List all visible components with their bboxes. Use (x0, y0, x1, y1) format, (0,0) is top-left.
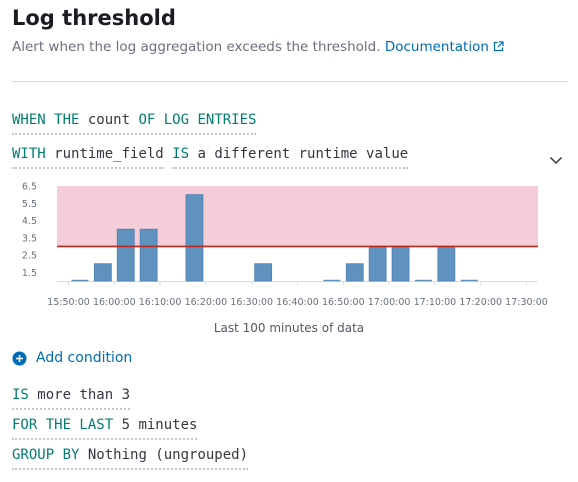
chart-bar (368, 246, 387, 282)
x-tick-label: 17:30:00 (505, 297, 548, 308)
time-window-value: 5 minutes (121, 417, 198, 433)
chevron-down-icon[interactable] (549, 150, 563, 169)
group-by-value: Nothing (ungrouped) (87, 447, 249, 463)
x-tick-label: 16:40:00 (276, 297, 319, 308)
x-tick-label: 16:30:00 (230, 297, 273, 308)
is-keyword: IS (12, 387, 29, 403)
add-condition-label: Add condition (36, 350, 133, 366)
x-tick-label: 16:50:00 (322, 297, 365, 308)
documentation-link[interactable]: Documentation (385, 39, 504, 55)
popout-icon (493, 39, 504, 57)
chart-bar (116, 228, 135, 282)
criterion-value: a different runtime value (197, 146, 409, 162)
group-by-keyword: GROUP BY (12, 447, 80, 463)
operator-keyword: IS (172, 146, 190, 162)
time-window-selector[interactable]: FOR THE LAST 5 minutes (12, 416, 198, 440)
y-tick-label: 2.5 (22, 251, 37, 262)
y-tick-label: 4.5 (22, 216, 37, 227)
documentation-link-label: Documentation (384, 39, 489, 55)
group-by-selector[interactable]: GROUP BY Nothing (ungrouped) (12, 446, 249, 470)
group-by-expression[interactable]: GROUP BY Nothing (ungrouped) (12, 446, 249, 470)
chart-bar (437, 246, 456, 282)
log-count-chart: 6.5 5.5 4.5 3.5 2.5 1.5 15:50:00 16:00:00 16:10:… (22, 182, 548, 309)
divider (12, 81, 568, 82)
chart-bar (93, 263, 112, 282)
y-tick-label: 5.5 (22, 199, 37, 210)
aggregation-value: count (87, 112, 131, 128)
chart-bar (345, 263, 364, 282)
threshold-selector[interactable]: IS more than 3 (12, 386, 131, 410)
when-expression[interactable]: WHEN THE count OF LOG ENTRIES (12, 111, 257, 135)
with-expression[interactable]: WITH runtime_field IS a different runtim… (12, 145, 409, 169)
plus-in-circle-icon (12, 351, 27, 365)
chart-bar (254, 263, 273, 282)
y-tick-label: 6.5 (22, 182, 37, 193)
aggregation-selector[interactable]: WHEN THE count OF LOG ENTRIES (12, 111, 257, 135)
x-tick-label: 17:10:00 (414, 297, 457, 308)
field-selector[interactable]: WITH runtime_field (12, 145, 164, 169)
time-expression[interactable]: FOR THE LAST 5 minutes (12, 416, 198, 440)
y-tick-label: 3.5 (22, 233, 37, 244)
comparator-expression[interactable]: IS more than 3 (12, 386, 131, 410)
with-keyword: WITH (12, 146, 46, 162)
x-tick-label: 16:00:00 (93, 297, 136, 308)
x-tick-label: 17:00:00 (368, 297, 411, 308)
when-keyword: WHEN THE (12, 112, 80, 128)
x-tick-label: 17:20:00 (459, 297, 502, 308)
for-the-last-keyword: FOR THE LAST (12, 417, 114, 433)
chart-bar (139, 228, 158, 282)
chart-bar (185, 194, 204, 282)
threshold-value: more than 3 (37, 387, 131, 403)
add-condition-button[interactable]: Add condition (12, 349, 132, 367)
chart-bar (391, 246, 410, 282)
x-tick-label: 16:10:00 (139, 297, 182, 308)
x-tick-label: 15:50:00 (47, 297, 90, 308)
criterion-selector[interactable]: IS a different runtime value (172, 145, 409, 169)
description-text: Alert when the log aggregation exceeds t… (12, 39, 381, 55)
page-description: Alert when the log aggregation exceeds t… (12, 38, 504, 57)
x-tick-label: 16:20:00 (185, 297, 228, 308)
threshold-area (57, 186, 538, 247)
of-log-entries-keyword: OF LOG ENTRIES (138, 112, 257, 128)
chart-caption: Last 100 minutes of data (213, 321, 365, 335)
page-title: Log threshold (12, 6, 176, 30)
field-value: runtime_field (54, 146, 164, 162)
y-tick-label: 1.5 (22, 268, 37, 279)
